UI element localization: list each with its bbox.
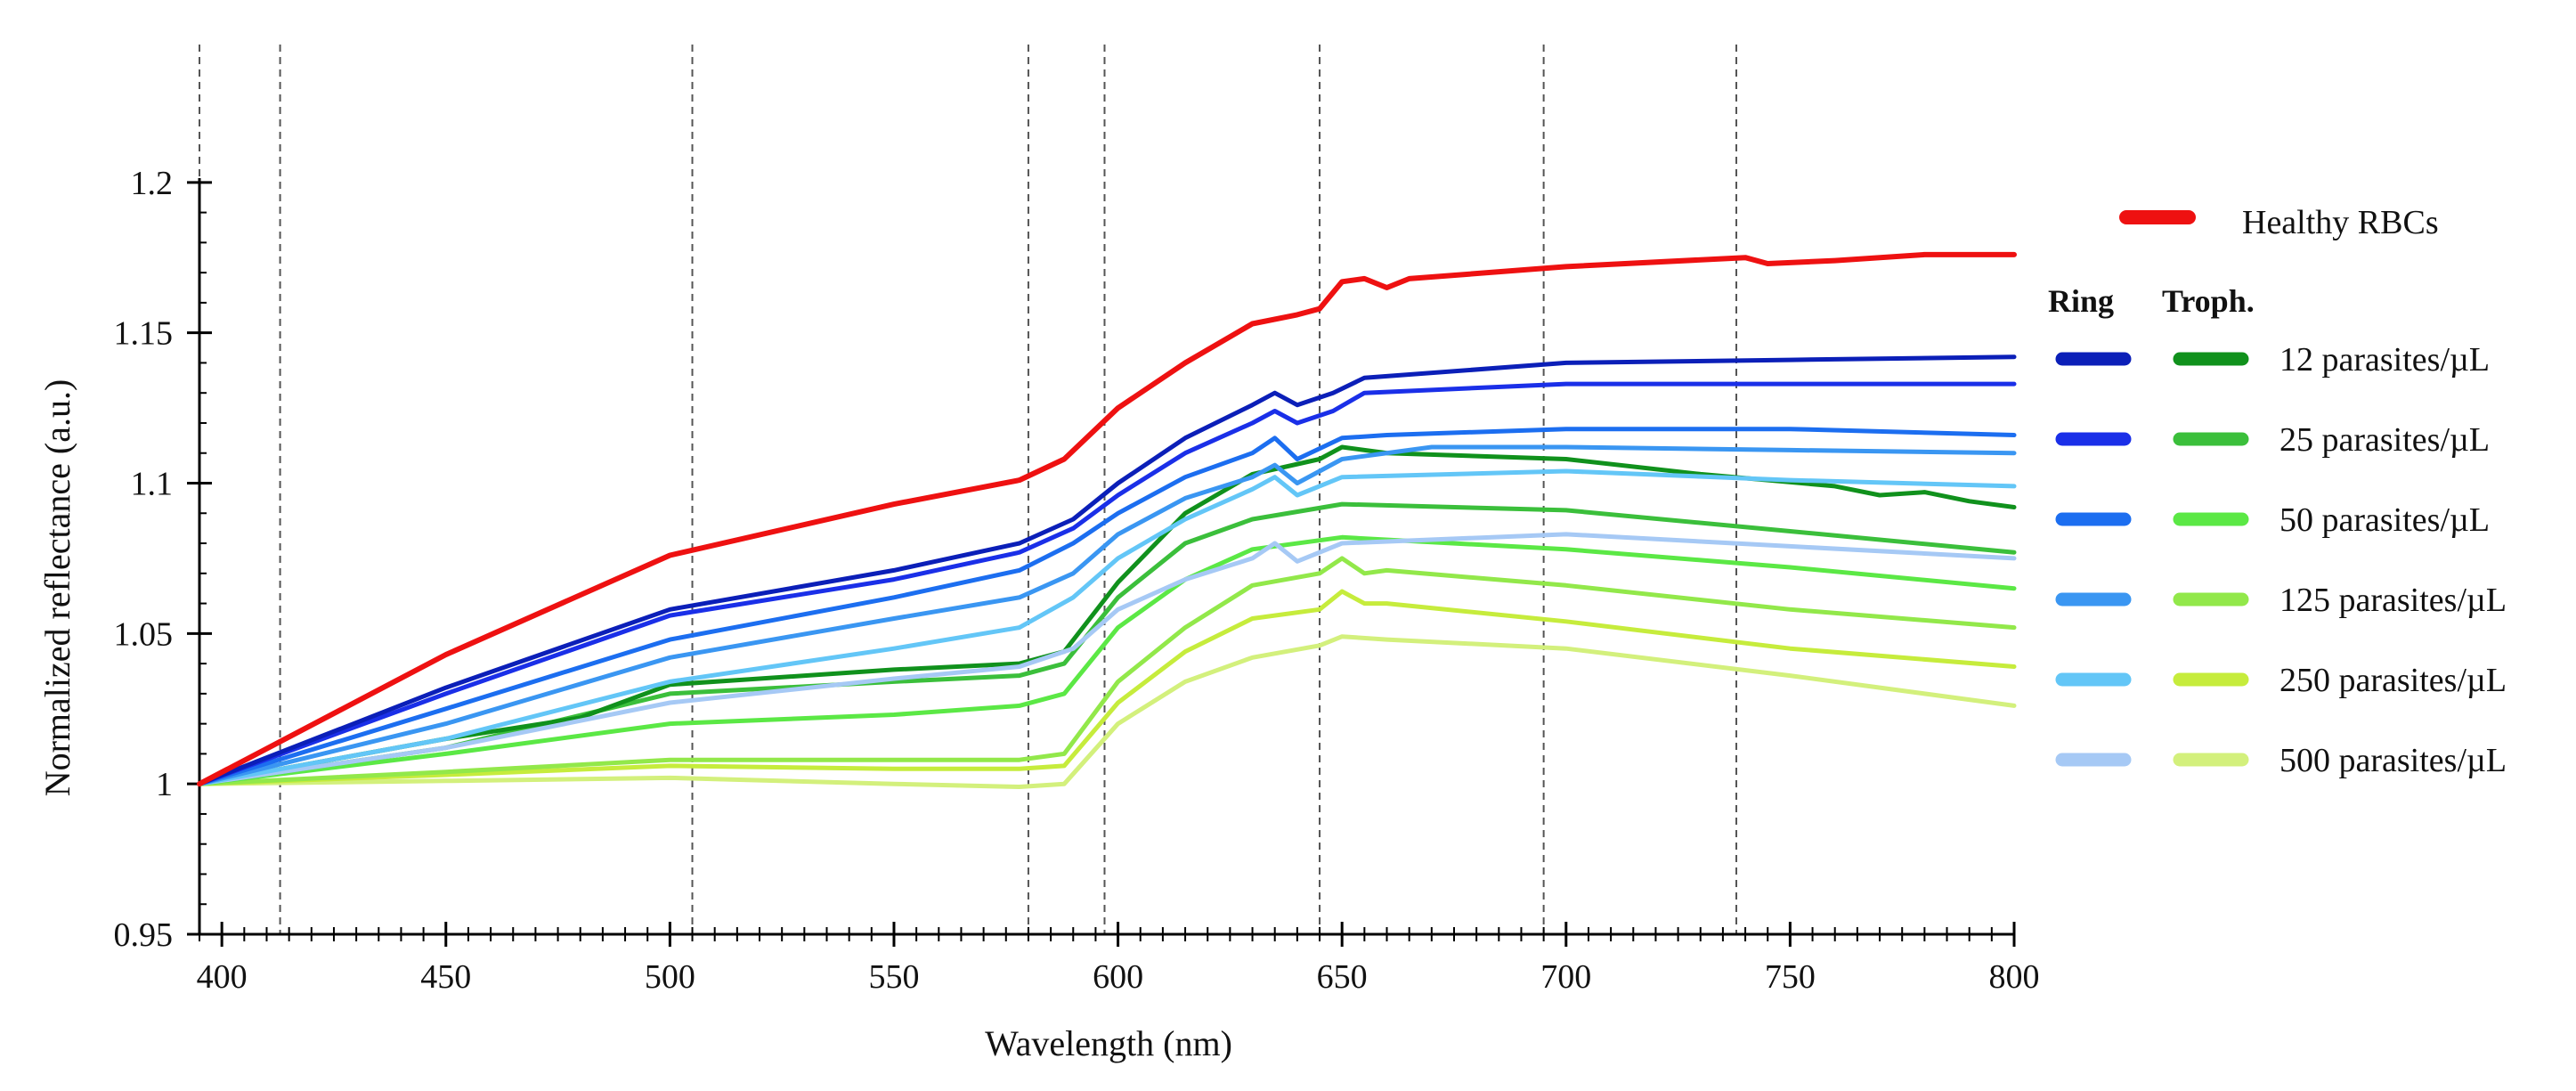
x-tick-label: 650 bbox=[1317, 958, 1368, 996]
legend: Healthy RBCs Ring Troph. 12 parasites/µL… bbox=[2048, 204, 2507, 779]
y-tick-label: 1 bbox=[156, 766, 173, 803]
series-line-troph-12-parasites-l bbox=[197, 444, 2017, 786]
series-line-ring-12-parasites-l bbox=[197, 354, 2017, 786]
legend-row-label: 12 parasites/µL bbox=[2279, 341, 2490, 379]
series-line-troph-250-parasites-l bbox=[197, 589, 2017, 786]
x-axis-title: Wavelength (nm) bbox=[985, 1023, 1232, 1063]
y-tick-label: 1.2 bbox=[131, 165, 174, 202]
x-tick-label: 750 bbox=[1765, 958, 1816, 996]
series-group bbox=[197, 251, 2017, 789]
x-tick-label: 400 bbox=[197, 958, 248, 996]
series-line-troph-500-parasites-l bbox=[197, 634, 2017, 789]
axes-group bbox=[187, 178, 2016, 947]
series-line-ring-50-parasites-l bbox=[197, 427, 2017, 786]
series-line-ring-500-parasites-l bbox=[197, 532, 2017, 786]
series-line-troph-50-parasites-l bbox=[197, 534, 2017, 786]
series-line-troph-25-parasites-l bbox=[197, 501, 2017, 786]
y-tick-label: 1.05 bbox=[114, 615, 174, 653]
y-tick-label: 1.15 bbox=[114, 315, 174, 353]
tick-labels-group: 0.95 1 1.05 1.1 1.15 1.2 400 450 500 550 600 650 700… bbox=[114, 165, 2040, 996]
series-line-ring-125-parasites-l bbox=[197, 444, 2017, 786]
x-tick-label: 450 bbox=[420, 958, 471, 996]
legend-row-label: 50 parasites/µL bbox=[2279, 501, 2490, 539]
x-tick-label: 500 bbox=[645, 958, 695, 996]
legend-row-label: 250 parasites/µL bbox=[2279, 662, 2507, 699]
x-tick-label: 600 bbox=[1093, 958, 1143, 996]
legend-rows: 12 parasites/µL 25 parasites/µL 50 parasit… bbox=[2055, 341, 2507, 779]
y-tick-label: 1.1 bbox=[131, 466, 174, 503]
y-axis-title: Normalized reflectance (a.u.) bbox=[37, 379, 77, 797]
legend-label-healthy: Healthy RBCs bbox=[2242, 204, 2439, 241]
legend-row-label: 125 parasites/µL bbox=[2279, 582, 2507, 619]
x-tick-label: 800 bbox=[1989, 958, 2040, 996]
x-tick-label: 550 bbox=[868, 958, 919, 996]
legend-header-ring: Ring bbox=[2048, 283, 2114, 319]
y-tick-label: 0.95 bbox=[114, 916, 174, 954]
series-line-ring-25-parasites-l bbox=[197, 381, 2017, 786]
series-line-troph-125-parasites-l bbox=[197, 556, 2017, 786]
x-tick-label: 700 bbox=[1540, 958, 1591, 996]
legend-row-label: 25 parasites/µL bbox=[2279, 421, 2490, 459]
series-line-healthy-rbcs bbox=[197, 251, 2017, 787]
series-line-ring-250-parasites-l bbox=[197, 468, 2017, 786]
legend-row-label: 500 parasites/µL bbox=[2279, 742, 2507, 779]
legend-header-troph: Troph. bbox=[2162, 283, 2255, 319]
